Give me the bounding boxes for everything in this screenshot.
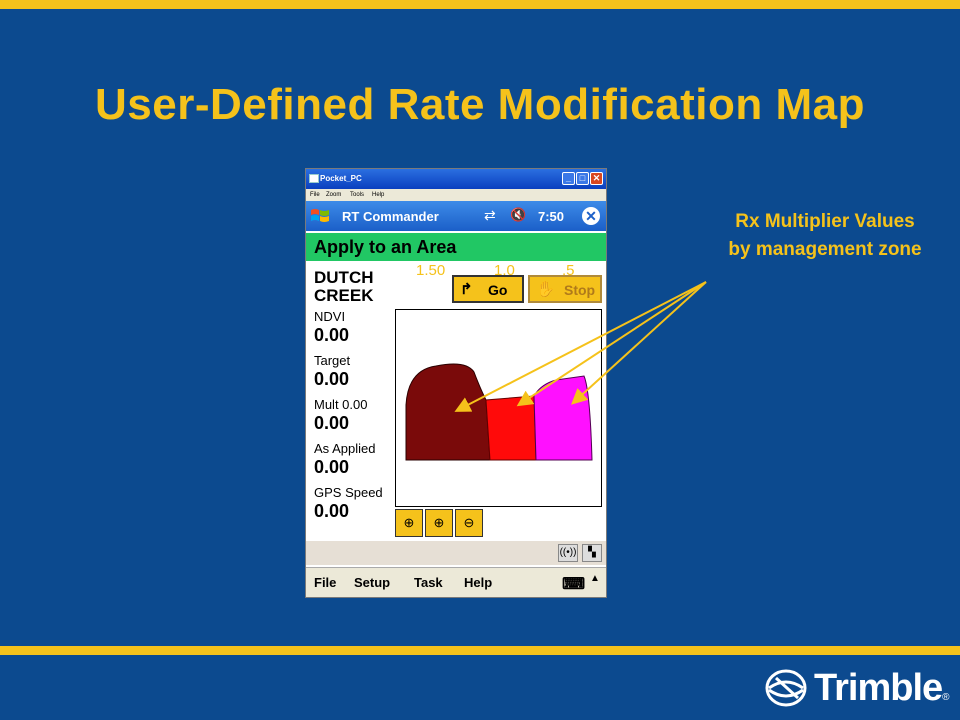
zone-2-shape [485, 395, 537, 461]
zoom-out-icon[interactable]: ⊖ [455, 509, 483, 537]
registered-mark: ® [942, 691, 950, 703]
stop-label: Stop [564, 282, 596, 298]
zoom-extents-icon[interactable]: ⊕ [395, 509, 423, 537]
stat-value-mult: 0.00 [314, 413, 350, 433]
bottom-stripe [0, 646, 960, 655]
menu-zoom[interactable]: Zoom [326, 192, 342, 198]
minimize-button[interactable]: _ [562, 172, 575, 185]
cmd-file[interactable]: File [314, 575, 337, 590]
window-menubar: File Zoom Tools Help [306, 189, 606, 201]
pocket-pc-window: Pocket_PC _ □ ✕ File Zoom Tools Help RT … [305, 168, 607, 598]
cmd-task[interactable]: Task [414, 575, 443, 590]
zone-label-3: .5 [562, 262, 575, 279]
stat-label-as-applied: As Applied [314, 441, 376, 456]
input-arrow-icon[interactable]: ▲ [590, 573, 600, 584]
stat-label-gps-speed: GPS Speed [314, 485, 383, 500]
menu-tools[interactable]: Tools [350, 192, 365, 198]
zone-3-shape [533, 375, 593, 461]
stop-hand-icon: ✋ [536, 281, 555, 298]
connectivity-icon[interactable]: ⇄ [484, 207, 496, 223]
clock[interactable]: 7:50 [538, 209, 565, 224]
callout: Rx Multiplier Values by management zone [690, 208, 960, 264]
windows-flag-icon[interactable] [310, 207, 330, 225]
screen-title: Apply to an Area [314, 237, 457, 257]
top-stripe [0, 0, 960, 9]
keyboard-icon[interactable]: ⌨ [562, 576, 586, 593]
callout-line-1: Rx Multiplier Values [735, 211, 915, 232]
cmd-help[interactable]: Help [464, 575, 493, 590]
close-app-icon[interactable]: ✕ [582, 207, 600, 225]
logo-text: Trimble [814, 666, 943, 709]
go-label: Go [488, 282, 508, 298]
stop-button[interactable]: ✋ Stop [528, 275, 602, 303]
stat-value-as-applied: 0.00 [314, 457, 350, 477]
speaker-muted-icon[interactable]: 🔇 [510, 207, 527, 222]
screen-header: Apply to an Area [306, 233, 606, 261]
go-button[interactable]: ↱ Go [452, 275, 524, 303]
zoom-in-icon[interactable]: ⊕ [425, 509, 453, 537]
radio-icon[interactable]: ▚ [582, 544, 602, 562]
window-titlebar: Pocket_PC _ □ ✕ [306, 169, 606, 189]
menu-file[interactable]: File [310, 192, 320, 198]
app-name: RT Commander [342, 209, 439, 224]
zone-1-shape [405, 363, 491, 461]
menu-help[interactable]: Help [372, 192, 385, 198]
command-bar: File Setup Task Help ⌨ ▲ [306, 567, 606, 597]
go-arrow-icon: ↱ [460, 281, 473, 298]
stat-label-target: Target [314, 353, 351, 368]
status-area: ((•)) ▚ [306, 541, 606, 565]
cmd-setup[interactable]: Setup [354, 575, 391, 590]
zone-label-2: 1.0 [494, 262, 515, 279]
stat-label-mult: Mult 0.00 [314, 397, 368, 412]
window-app-icon [309, 174, 319, 183]
pocket-pc-taskbar: RT Commander ⇄ 🔇 7:50 ✕ [306, 201, 606, 231]
zone-map [405, 363, 593, 461]
zoom-toolbar: ⊕ ⊕ ⊖ [395, 509, 485, 537]
stat-value-target: 0.00 [314, 369, 350, 389]
maximize-button[interactable]: □ [576, 172, 589, 185]
trimble-globe-icon [765, 669, 807, 707]
callout-line-2: by management zone [728, 239, 922, 260]
trimble-logo: Trimble ® [764, 664, 954, 712]
stat-value-ndvi: 0.00 [314, 325, 350, 345]
field-map[interactable] [395, 309, 602, 507]
stat-value-gps-speed: 0.00 [314, 501, 350, 521]
gps-signal-icon[interactable]: ((•)) [558, 544, 578, 562]
stats-panel: NDVI 0.00 Target 0.00 Mult 0.00 0.00 As … [314, 309, 398, 529]
zone-label-1: 1.50 [416, 262, 446, 279]
close-window-button[interactable]: ✕ [590, 172, 603, 185]
window-title: Pocket_PC [320, 174, 362, 183]
slide-title: User-Defined Rate Modification Map [95, 80, 865, 129]
stat-label-ndvi: NDVI [314, 309, 346, 324]
field-name: DUTCH CREEK [314, 269, 374, 305]
